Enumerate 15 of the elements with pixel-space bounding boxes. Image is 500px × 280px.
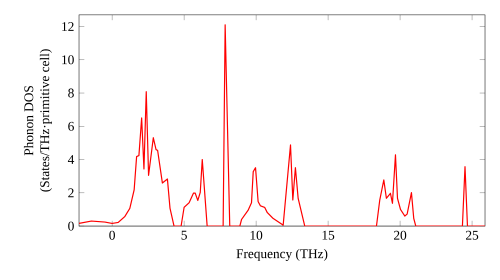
y-axis-title: Phonon DOS (States/THz·primitive cell)	[24, 49, 52, 192]
x-tick-label: 25	[466, 230, 478, 240]
y-tick-label: 4	[68, 155, 74, 164]
x-tick-label: 10	[250, 230, 262, 240]
x-tick-label: 15	[322, 230, 334, 240]
y-tick-label: 8	[68, 88, 74, 98]
x-tick-label: 0	[109, 230, 115, 240]
y-tick-label: 0	[68, 222, 74, 231]
y-tick-label: 10	[62, 55, 74, 64]
x-axis-title: Frequency (THz)	[236, 248, 328, 261]
x-tick-label: 20	[394, 230, 406, 240]
y-tick-label: 6	[68, 122, 74, 131]
x-tick-label: 5	[182, 230, 187, 240]
y-tick-label: 12	[62, 22, 74, 31]
y-tick-label: 2	[68, 188, 74, 198]
